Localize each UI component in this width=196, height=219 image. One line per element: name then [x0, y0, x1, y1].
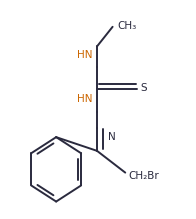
- Text: CH₂Br: CH₂Br: [128, 171, 159, 181]
- Text: CH₃: CH₃: [117, 21, 137, 31]
- Text: S: S: [140, 83, 147, 93]
- Text: N: N: [108, 132, 116, 142]
- Text: HN: HN: [77, 94, 92, 104]
- Text: HN: HN: [77, 49, 92, 60]
